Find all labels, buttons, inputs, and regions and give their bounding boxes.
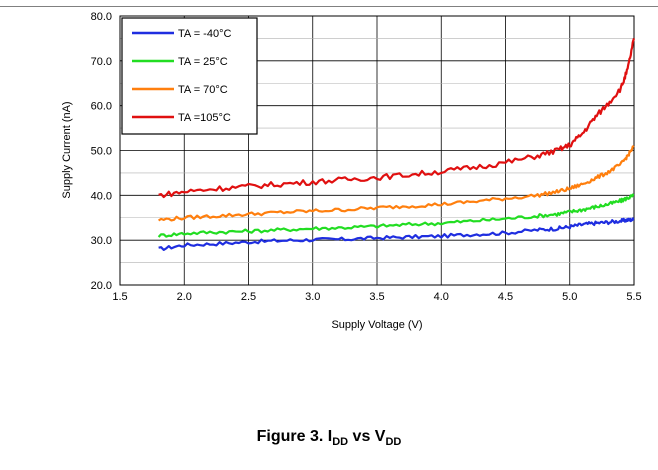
x-tick-label: 5.5 xyxy=(626,291,641,303)
series-line-0 xyxy=(158,217,635,251)
caption-prefix: Figure 3. I xyxy=(256,428,333,445)
series-line-1 xyxy=(157,193,635,238)
y-tick-label: 30.0 xyxy=(91,235,112,247)
y-tick-label: 60.0 xyxy=(91,101,112,113)
y-tick-label: 70.0 xyxy=(91,56,112,68)
legend-label: TA = 70°C xyxy=(178,84,228,96)
x-tick-label: 4.0 xyxy=(434,291,449,303)
x-tick-label: 1.5 xyxy=(112,291,127,303)
legend-box xyxy=(121,17,258,135)
legend-label: TA = -40°C xyxy=(178,28,231,40)
caption-subscript-1: DD xyxy=(332,436,349,448)
series-line-3 xyxy=(158,38,636,199)
y-tick-label: 50.0 xyxy=(91,146,112,158)
y-tick-label: 20.0 xyxy=(91,280,112,292)
top-rule xyxy=(0,6,658,7)
legend-label: TA =105°C xyxy=(178,112,231,124)
x-tick-label: 2.5 xyxy=(241,291,256,303)
y-axis-title: Supply Current (nA) xyxy=(61,101,73,198)
x-tick-label: 3.5 xyxy=(369,291,384,303)
caption-middle: vs V xyxy=(348,428,386,445)
series-lines xyxy=(157,38,636,251)
legend-label: TA = 25°C xyxy=(178,56,228,68)
x-tick-label: 3.0 xyxy=(305,291,320,303)
x-axis-title: Supply Voltage (V) xyxy=(331,319,422,331)
x-tick-label: 4.5 xyxy=(498,291,513,303)
legend: TA = -40°C TA = 25°C TA = 70°C TA =105°C xyxy=(121,17,258,135)
caption-subscript-2: DD xyxy=(385,436,402,448)
y-tick-label: 80.0 xyxy=(91,11,112,23)
x-tick-label: 5.0 xyxy=(562,291,577,303)
supply-current-chart: 1.5 2.0 2.5 3.0 3.5 4.0 4.5 5.0 5.5 20.0 30.0 40.0 5… xyxy=(61,11,642,331)
tick-labels: 1.5 2.0 2.5 3.0 3.5 4.0 4.5 5.0 5.5 20.0 30.0 40.0 5… xyxy=(91,11,642,303)
figure-caption: Figure 3. IDD vs VDD xyxy=(0,428,658,448)
y-tick-label: 40.0 xyxy=(91,190,112,202)
series-line-2 xyxy=(158,145,635,222)
plot-frame xyxy=(119,15,635,286)
x-tick-label: 2.0 xyxy=(177,291,192,303)
